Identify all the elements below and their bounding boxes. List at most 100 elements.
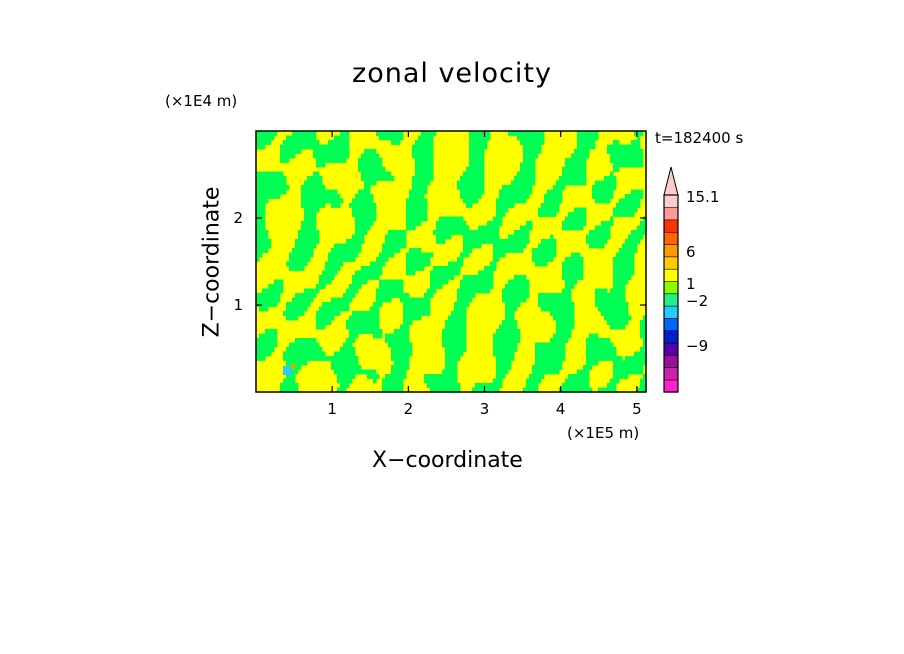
heatmap-cell bbox=[355, 333, 359, 339]
heatmap-cell bbox=[451, 365, 455, 370]
heatmap-cell bbox=[373, 311, 377, 316]
heatmap-cell bbox=[373, 378, 377, 384]
heatmap-cell bbox=[538, 212, 542, 217]
heatmap-cell bbox=[313, 144, 317, 150]
heatmap-cell bbox=[373, 158, 377, 163]
heatmap-cell bbox=[346, 378, 350, 384]
heatmap-cell bbox=[535, 153, 539, 159]
heatmap-cell bbox=[328, 140, 332, 145]
heatmap-cell bbox=[643, 338, 647, 343]
heatmap-cell bbox=[448, 216, 452, 222]
heatmap-cell bbox=[418, 158, 422, 163]
heatmap-cell bbox=[613, 374, 617, 379]
heatmap-cell bbox=[259, 243, 263, 249]
heatmap-cell bbox=[553, 189, 557, 195]
heatmap-cell bbox=[325, 198, 329, 204]
heatmap-cell bbox=[298, 261, 302, 267]
heatmap-cell bbox=[586, 347, 590, 352]
heatmap-cell bbox=[550, 212, 554, 217]
heatmap-cell bbox=[640, 383, 644, 388]
heatmap-cell bbox=[385, 243, 389, 249]
heatmap-cell bbox=[349, 329, 353, 334]
heatmap-cell bbox=[370, 167, 374, 172]
heatmap-cell bbox=[391, 230, 395, 235]
heatmap-cell bbox=[349, 203, 353, 208]
heatmap-cell bbox=[415, 212, 419, 217]
heatmap-cell bbox=[268, 189, 272, 195]
heatmap-cell bbox=[604, 185, 608, 190]
heatmap-cell bbox=[295, 144, 299, 150]
heatmap-cell bbox=[622, 248, 626, 253]
heatmap-cell bbox=[331, 270, 335, 276]
heatmap-cell bbox=[448, 351, 452, 357]
heatmap-cell bbox=[592, 194, 596, 199]
heatmap-cell bbox=[466, 203, 470, 208]
heatmap-cell bbox=[331, 306, 335, 312]
heatmap-cell bbox=[547, 198, 551, 204]
heatmap-cell bbox=[394, 365, 398, 370]
heatmap-cell bbox=[580, 171, 584, 177]
heatmap-cell bbox=[487, 383, 491, 388]
heatmap-cell bbox=[310, 252, 314, 258]
heatmap-cell bbox=[442, 216, 446, 222]
heatmap-cell bbox=[382, 176, 386, 181]
heatmap-cell bbox=[448, 374, 452, 379]
heatmap-cell bbox=[634, 248, 638, 253]
heatmap-cell bbox=[514, 342, 518, 348]
heatmap-cell bbox=[316, 144, 320, 150]
heatmap-cell bbox=[367, 324, 371, 330]
heatmap-cell bbox=[490, 387, 494, 393]
heatmap-cell bbox=[301, 131, 305, 136]
heatmap-cell bbox=[514, 198, 518, 204]
heatmap-cell bbox=[511, 234, 515, 240]
heatmap-cell bbox=[388, 176, 392, 181]
heatmap-cell bbox=[481, 171, 485, 177]
heatmap-cell bbox=[349, 257, 353, 262]
heatmap-cell bbox=[256, 221, 260, 226]
heatmap-cell bbox=[256, 198, 260, 204]
heatmap-cell bbox=[337, 144, 341, 150]
heatmap-cell bbox=[478, 194, 482, 199]
heatmap-cell bbox=[262, 243, 266, 249]
heatmap-cell bbox=[391, 131, 395, 136]
heatmap-cell bbox=[352, 288, 356, 294]
heatmap-cell bbox=[499, 212, 503, 217]
heatmap-cell bbox=[301, 351, 305, 357]
heatmap-cell bbox=[493, 387, 497, 393]
heatmap-cell bbox=[433, 378, 437, 384]
heatmap-cell bbox=[274, 293, 278, 298]
heatmap-cell bbox=[478, 230, 482, 235]
heatmap-cell bbox=[331, 248, 335, 253]
heatmap-cell bbox=[475, 234, 479, 240]
heatmap-cell bbox=[415, 252, 419, 258]
x-tick-label: 5 bbox=[632, 400, 642, 418]
heatmap-cell bbox=[523, 230, 527, 235]
heatmap-cell bbox=[448, 347, 452, 352]
heatmap-cell bbox=[337, 248, 341, 253]
heatmap-cell bbox=[418, 144, 422, 150]
y-tick-label: 1 bbox=[233, 296, 243, 314]
heatmap-cell bbox=[610, 153, 614, 159]
heatmap-cell bbox=[619, 252, 623, 258]
heatmap-cell bbox=[592, 351, 596, 357]
heatmap-cell bbox=[571, 158, 575, 163]
heatmap-cell bbox=[307, 180, 311, 186]
heatmap-cell bbox=[265, 131, 269, 136]
heatmap-cell bbox=[472, 279, 476, 285]
heatmap-cell bbox=[322, 351, 326, 357]
heatmap-cell bbox=[577, 216, 581, 222]
heatmap-cell bbox=[328, 153, 332, 159]
heatmap-cell bbox=[424, 158, 428, 163]
heatmap-cell bbox=[526, 234, 530, 240]
heatmap-cell bbox=[481, 288, 485, 294]
heatmap-cell bbox=[523, 234, 527, 240]
heatmap-cell bbox=[271, 333, 275, 339]
heatmap-cell bbox=[622, 144, 626, 150]
heatmap-cell bbox=[433, 230, 437, 235]
heatmap-cell bbox=[616, 374, 620, 379]
heatmap-cell bbox=[268, 351, 272, 357]
heatmap-cell bbox=[373, 180, 377, 186]
heatmap-cell bbox=[439, 284, 443, 289]
heatmap-cell bbox=[370, 162, 374, 168]
heatmap-cell bbox=[550, 306, 554, 312]
